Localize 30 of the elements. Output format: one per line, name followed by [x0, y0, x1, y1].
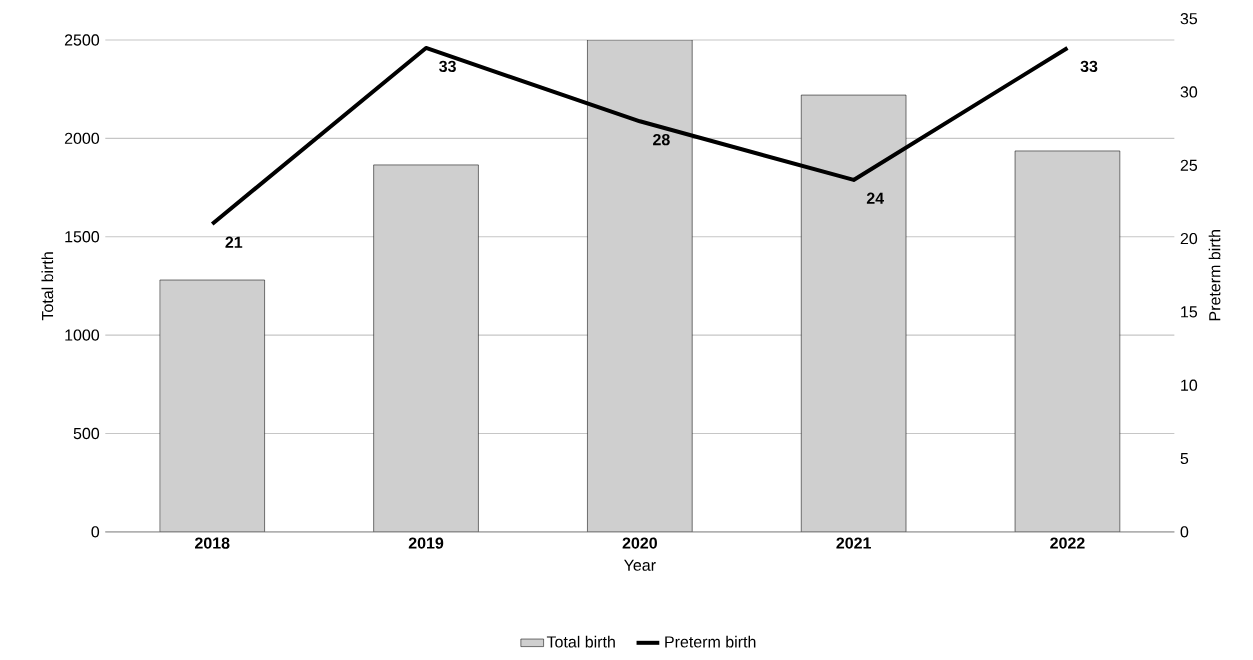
x-tick-label: 2021	[836, 537, 871, 549]
y-tick-label: 1000	[65, 329, 100, 341]
y2-tick-label: 35	[1180, 13, 1198, 25]
line-series	[210, 46, 1070, 227]
legend-label: Total birth	[546, 635, 615, 648]
y2-tick-label: 10	[1181, 379, 1198, 391]
x-tick-label: 2019	[408, 537, 444, 549]
data-label: 33	[439, 60, 456, 73]
y2-tick-label: 15	[1181, 306, 1198, 318]
y2-tick-label: 20	[1180, 233, 1198, 245]
y2-tick-label: 5	[1180, 453, 1189, 465]
x-tick-label: 2022	[1050, 537, 1085, 549]
data-label: 21	[225, 236, 243, 248]
y2-tick-label: 25	[1180, 159, 1198, 172]
data-label: 24	[866, 192, 884, 204]
y-tick-label: 500	[73, 427, 100, 440]
y-tick-label: 1500	[65, 231, 100, 243]
y-tick-label: 2000	[64, 132, 100, 145]
data-label: 33	[1080, 60, 1098, 73]
legend-label: Preterm birth	[665, 635, 756, 648]
data-label: 28	[653, 134, 670, 146]
y2-tick-label: 30	[1180, 86, 1198, 98]
y-tick-label: 0	[91, 526, 100, 538]
y2-axis-title: Preterm birth	[1208, 230, 1221, 321]
y2-tick-label: 0	[1180, 526, 1189, 538]
x-tick-label: 2018	[194, 537, 230, 549]
y-tick-label: 2500	[64, 34, 100, 46]
y-axis-title: Total birth	[41, 252, 54, 321]
x-axis-title: Year	[624, 559, 656, 571]
x-tick-label: 2020	[622, 537, 657, 549]
